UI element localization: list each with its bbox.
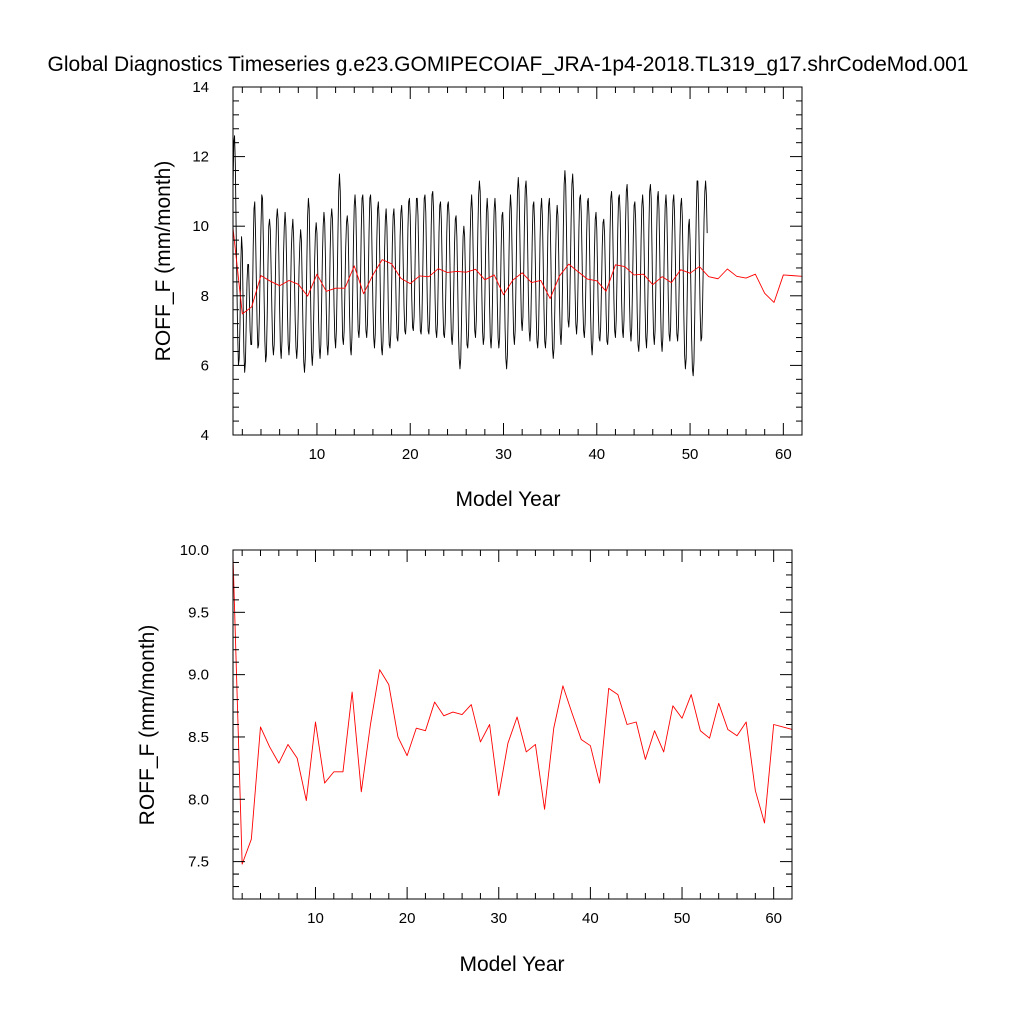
x-tick-label: 10 — [307, 910, 324, 927]
y-axis-title: ROFF_F (mm/month) — [136, 625, 159, 826]
x-tick-label: 30 — [495, 446, 512, 463]
x-axis-title: Model Year — [459, 953, 564, 976]
series-line-annual — [232, 556, 793, 865]
y-tick-label: 10 — [192, 218, 209, 235]
y-tick-label: 8.5 — [188, 729, 209, 746]
x-tick-label: 20 — [399, 910, 416, 927]
y-tick-label: 14 — [192, 79, 209, 96]
x-tick-label: 50 — [674, 910, 691, 927]
x-tick-label: 60 — [775, 446, 792, 463]
y-tick-label: 9.0 — [188, 667, 209, 684]
y-axis-title: ROFF_F (mm/month) — [152, 161, 175, 362]
x-tick-label: 50 — [682, 446, 699, 463]
y-tick-label: 10.0 — [180, 542, 209, 559]
x-tick-label: 40 — [582, 910, 599, 927]
y-tick-label: 9.5 — [188, 604, 209, 621]
page-title: Global Diagnostics Timeseries g.e23.GOMI… — [48, 53, 969, 76]
x-tick-label: 20 — [402, 446, 419, 463]
series-line-annual — [232, 227, 803, 315]
y-tick-label: 8 — [201, 288, 209, 305]
top-panel: 10 20 30 40 50 60 4 6 8 10 12 14 Model Year ROFF_F … — [152, 79, 803, 511]
series-line-monthly — [232, 135, 708, 377]
plot-frame — [232, 86, 803, 436]
y-tick-label: 12 — [192, 149, 209, 166]
x-tick-label: 10 — [309, 446, 326, 463]
y-tick-label: 6 — [201, 357, 209, 374]
bottom-panel: 10 20 30 40 50 60 7.5 8.0 8.5 9.0 9.5 10.0 Model Ye… — [136, 542, 793, 976]
x-tick-label: 40 — [588, 446, 605, 463]
x-tick-label: 60 — [765, 910, 782, 927]
plot-frame — [232, 549, 793, 900]
x-tick-label: 30 — [490, 910, 507, 927]
x-axis-title: Model Year — [455, 488, 560, 511]
y-tick-label: 7.5 — [188, 854, 209, 871]
y-tick-label: 4 — [201, 427, 209, 444]
y-tick-label: 8.0 — [188, 791, 209, 808]
